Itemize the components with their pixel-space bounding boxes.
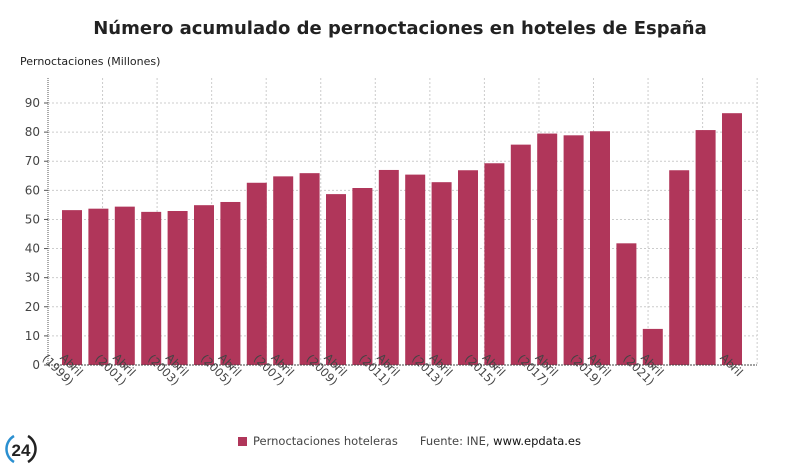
svg-text:24: 24 <box>12 441 31 460</box>
x-tick-label: Abril(2011) <box>356 342 402 388</box>
y-tick-label: 40 <box>25 242 40 256</box>
bar <box>563 135 584 365</box>
legend-label: Pernoctaciones hoteleras <box>253 434 398 448</box>
legend: Pernoctaciones hoteleras Fuente: INE, ww… <box>238 434 581 448</box>
bar <box>722 113 742 365</box>
bar <box>484 163 505 365</box>
bar <box>378 169 399 365</box>
bar <box>537 133 558 365</box>
y-tick-label: 90 <box>25 96 40 110</box>
source-note: Fuente: INE, www.epdata.es <box>420 434 581 448</box>
chart-title: Número acumulado de pernoctaciones en ho… <box>93 18 707 39</box>
y-tick-label: 30 <box>25 271 40 285</box>
bar <box>431 182 452 365</box>
bar <box>246 182 267 365</box>
legend-swatch <box>238 436 247 446</box>
bar <box>194 205 214 365</box>
bar <box>590 131 610 365</box>
bar <box>141 211 162 365</box>
bar <box>220 201 241 365</box>
bar <box>273 176 294 365</box>
bar <box>299 173 320 365</box>
y-tick-label: 50 <box>25 212 40 226</box>
y-tick-label: 20 <box>25 300 40 314</box>
source-link[interactable]: www.epdata.es <box>493 434 581 448</box>
bar <box>616 243 637 365</box>
bar <box>88 208 109 365</box>
y-tick-label: 70 <box>25 154 40 168</box>
y-tick-label: 80 <box>25 125 40 139</box>
bar <box>669 170 690 365</box>
bar <box>114 206 135 365</box>
bar <box>352 188 373 365</box>
bar <box>62 210 82 365</box>
source-prefix: Fuente: INE, <box>419 434 494 448</box>
bar <box>458 170 478 365</box>
bar <box>510 144 531 365</box>
logo-24: 24 <box>5 434 37 464</box>
bar <box>326 194 346 365</box>
y-tick-label: 60 <box>25 183 40 197</box>
bar <box>695 130 716 365</box>
bar <box>405 174 426 365</box>
bar <box>167 211 188 365</box>
y-axis-label: Pernoctaciones (Millones) <box>20 55 161 68</box>
y-tick-label: 0 <box>32 358 40 372</box>
y-tick-label: 10 <box>25 329 40 343</box>
bar <box>642 328 663 365</box>
